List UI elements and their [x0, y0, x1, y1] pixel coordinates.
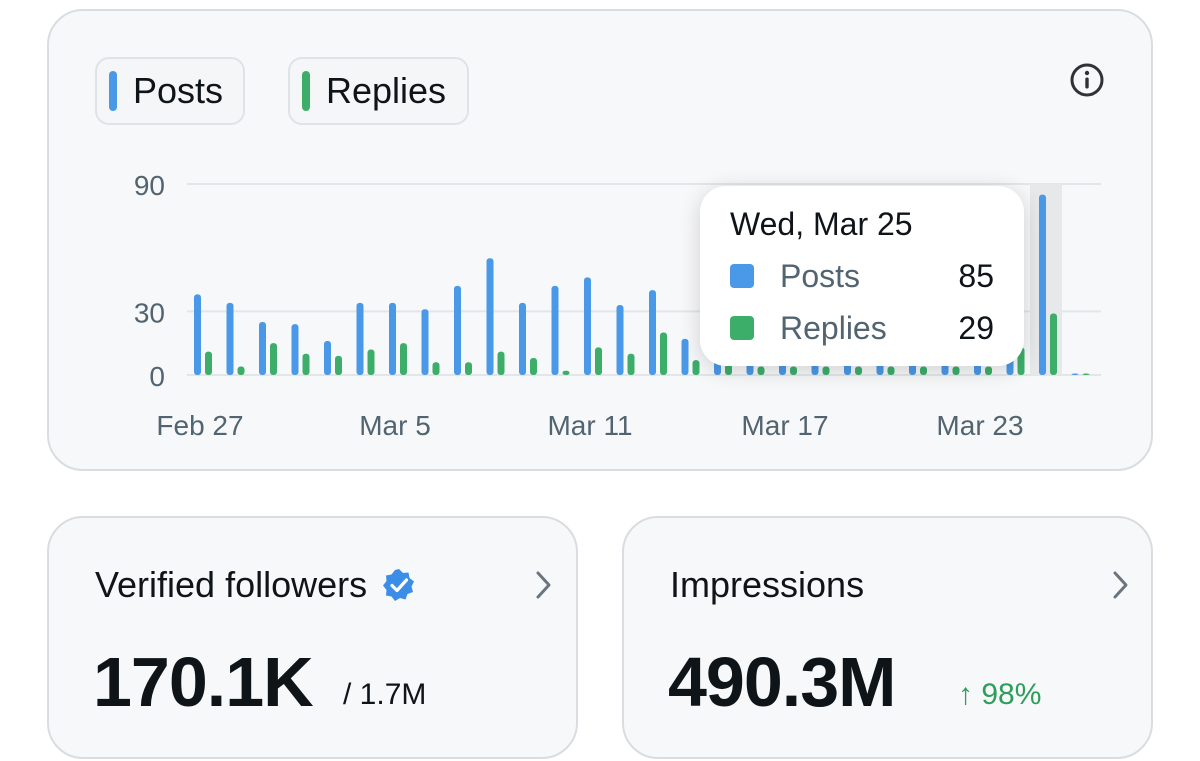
replies-bar-5[interactable]: [367, 349, 375, 375]
y-tick-label: 30: [134, 297, 165, 328]
tooltip-posts-label: Posts: [780, 257, 861, 294]
posts-bar-2[interactable]: [259, 321, 266, 375]
posts-bar-27[interactable]: [1071, 373, 1079, 376]
replies-bar-27[interactable]: [1082, 373, 1090, 376]
replies-bar-6[interactable]: [400, 343, 407, 375]
replies-bar-16[interactable]: [725, 364, 732, 375]
replies-bar-10[interactable]: [530, 358, 537, 375]
replies-bar-1[interactable]: [237, 366, 245, 375]
replies-bar-14[interactable]: [660, 332, 667, 375]
x-tick-label: Mar 11: [547, 410, 632, 441]
posts-swatch: [109, 71, 117, 111]
y-tick-label: 90: [134, 170, 165, 201]
replies-bar-23[interactable]: [952, 366, 960, 375]
tooltip-posts-swatch: [730, 264, 754, 288]
legend-posts-chip[interactable]: Posts: [95, 57, 245, 125]
followers-total: / 1.7M: [343, 678, 427, 711]
tooltip-replies-swatch: [730, 316, 754, 340]
posts-bar-15[interactable]: [681, 338, 689, 375]
replies-bar-15[interactable]: [692, 360, 700, 375]
replies-bar-19[interactable]: [822, 366, 830, 375]
impressions-change: ↑ 98%: [958, 678, 1042, 711]
posts-bar-11[interactable]: [551, 285, 559, 375]
x-tick-label: Feb 27: [156, 410, 243, 441]
posts-bar-0[interactable]: [194, 294, 201, 375]
y-tick-label: 0: [149, 361, 165, 392]
posts-bar-6[interactable]: [389, 302, 396, 375]
posts-bar-12[interactable]: [584, 277, 591, 375]
replies-swatch: [302, 71, 310, 111]
tooltip-replies-label: Replies: [780, 309, 887, 346]
x-tick-label: Mar 23: [936, 410, 1023, 441]
posts-bar-5[interactable]: [356, 302, 364, 375]
replies-bar-2[interactable]: [270, 343, 277, 375]
legend-replies-label: Replies: [326, 70, 447, 111]
tooltip-posts-row: Posts 85: [730, 256, 994, 296]
replies-bar-24[interactable]: [985, 366, 992, 375]
posts-bar-7[interactable]: [421, 309, 429, 375]
replies-bar-0[interactable]: [205, 351, 212, 375]
posts-bar-1[interactable]: [226, 302, 234, 375]
verified-badge-icon: [383, 569, 415, 601]
tooltip-date: Wed, Mar 25: [730, 206, 913, 242]
posts-bar-14[interactable]: [649, 290, 656, 375]
replies-bar-4[interactable]: [335, 355, 342, 375]
verified-followers-card[interactable]: Verified followers 170.1K / 1.7M: [47, 516, 578, 759]
chevron-right-icon[interactable]: [1110, 568, 1132, 602]
x-tick-label: Mar 17: [741, 410, 828, 441]
replies-bar-3[interactable]: [302, 353, 310, 375]
posts-bar-10[interactable]: [519, 302, 526, 375]
replies-bar-20[interactable]: [855, 366, 862, 375]
impressions-title-row: Impressions: [670, 564, 864, 606]
replies-bar-22[interactable]: [920, 366, 927, 375]
replies-bar-12[interactable]: [595, 347, 602, 375]
replies-bar-7[interactable]: [432, 362, 440, 375]
followers-value: 170.1K: [93, 643, 314, 721]
info-icon[interactable]: [1068, 61, 1106, 99]
activity-chart-card: Posts Replies 90 30 0 Feb 27 Mar 5 Mar 11 Mar …: [47, 9, 1153, 471]
impressions-card[interactable]: Impressions 490.3M ↑ 98%: [622, 516, 1153, 759]
tooltip-replies-row: Replies 29: [730, 308, 994, 348]
replies-bar-17[interactable]: [757, 366, 765, 375]
tooltip-replies-value: 29: [958, 309, 994, 346]
posts-bar-8[interactable]: [454, 285, 461, 375]
x-tick-label: Mar 5: [359, 410, 431, 441]
chart-tooltip: Wed, Mar 25 Posts 85 Replies 29: [700, 186, 1024, 366]
legend-posts-label: Posts: [133, 70, 224, 111]
replies-bar-21[interactable]: [887, 366, 895, 375]
tooltip-posts-value: 85: [958, 257, 994, 294]
posts-bar-13[interactable]: [616, 304, 624, 375]
replies-bar-9[interactable]: [497, 351, 505, 375]
replies-bar-13[interactable]: [627, 353, 635, 375]
chevron-right-icon[interactable]: [533, 568, 555, 602]
posts-bar-26[interactable]: [1039, 194, 1046, 375]
impressions-value: 490.3M: [668, 643, 896, 721]
legend-replies-chip[interactable]: Replies: [288, 57, 469, 125]
replies-bar-8[interactable]: [465, 362, 472, 375]
followers-title: Verified followers: [95, 564, 368, 605]
posts-bar-4[interactable]: [324, 341, 331, 375]
followers-title-row: Verified followers: [95, 564, 417, 606]
posts-bar-3[interactable]: [291, 324, 299, 375]
replies-bar-26[interactable]: [1050, 313, 1057, 375]
posts-bar-9[interactable]: [486, 258, 494, 375]
replies-bar-18[interactable]: [790, 366, 797, 375]
impressions-title: Impressions: [670, 564, 865, 605]
replies-bar-11[interactable]: [562, 370, 570, 375]
